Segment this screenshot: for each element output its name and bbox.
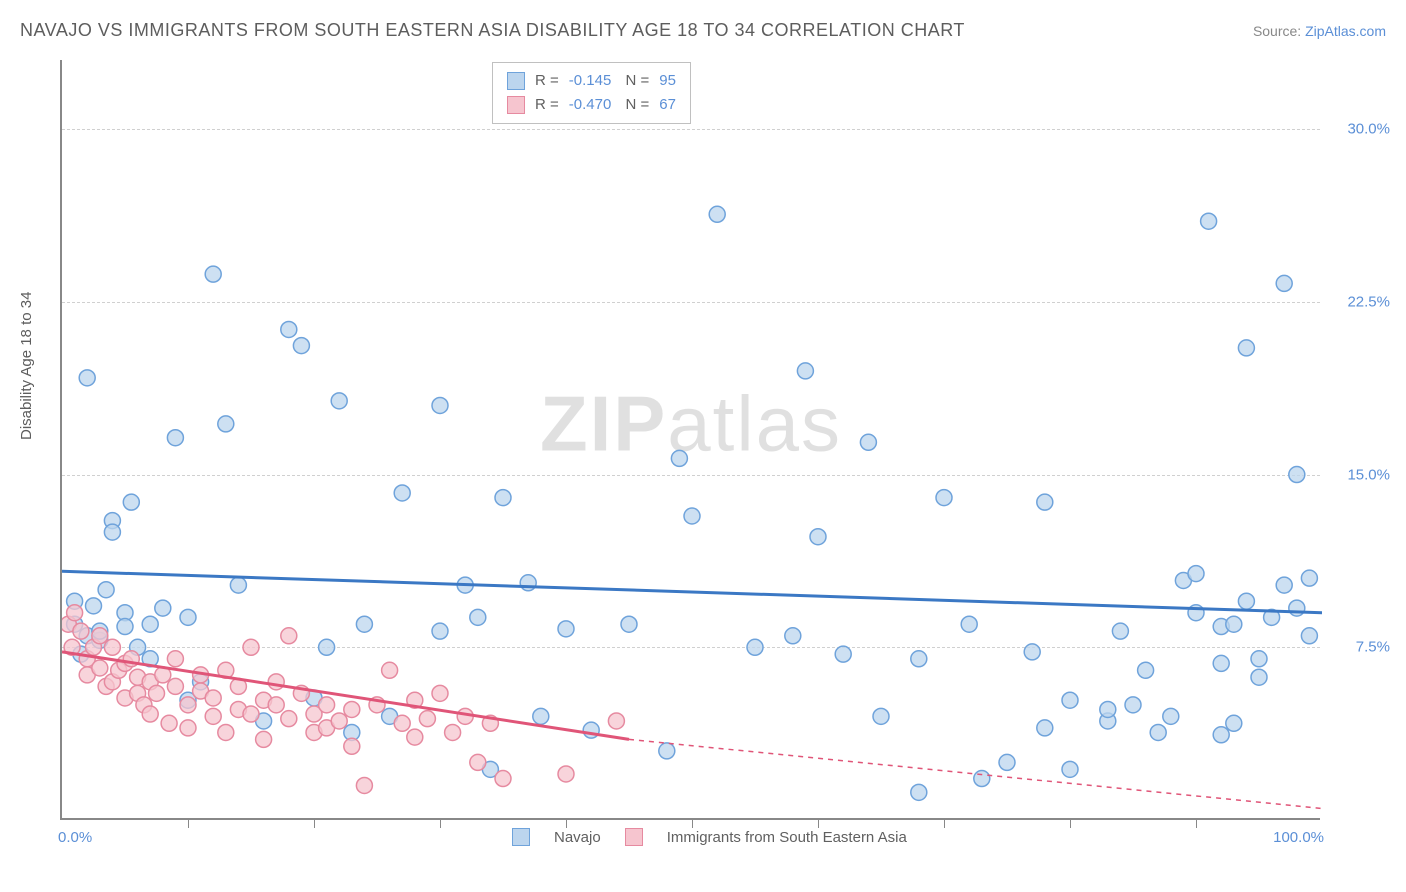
chart-title: NAVAJO VS IMMIGRANTS FROM SOUTH EASTERN …: [20, 20, 965, 41]
stat-r-1: -0.145: [569, 69, 612, 93]
y-tick-label: 15.0%: [1347, 466, 1390, 483]
stats-row-2: R = -0.470 N = 67: [507, 93, 676, 117]
source-prefix: Source:: [1253, 23, 1305, 39]
x-axis-min-label: 0.0%: [58, 829, 92, 846]
y-tick-label: 30.0%: [1347, 121, 1390, 138]
plot-area: ZIPatlas R = -0.145 N = 95 R = -0.470 N …: [60, 60, 1320, 820]
stat-r-label: R =: [535, 93, 559, 117]
legend-label-navajo: Navajo: [554, 829, 601, 846]
source-attribution: Source: ZipAtlas.com: [1253, 23, 1386, 39]
stats-row-1: R = -0.145 N = 95: [507, 69, 676, 93]
y-tick-label: 7.5%: [1356, 639, 1390, 656]
stat-r-label: R =: [535, 69, 559, 93]
stat-n-label: N =: [621, 69, 649, 93]
stat-n-label: N =: [621, 93, 649, 117]
title-bar: NAVAJO VS IMMIGRANTS FROM SOUTH EASTERN …: [20, 20, 1386, 41]
stat-r-2: -0.470: [569, 93, 612, 117]
bottom-legend: Navajo Immigrants from South Eastern Asi…: [512, 828, 907, 846]
source-link[interactable]: ZipAtlas.com: [1305, 23, 1386, 39]
y-axis-label: Disability Age 18 to 34: [18, 292, 35, 440]
stat-n-1: 95: [659, 69, 676, 93]
stat-n-2: 67: [659, 93, 676, 117]
stats-legend-box: R = -0.145 N = 95 R = -0.470 N = 67: [492, 62, 691, 124]
y-tick-label: 22.5%: [1347, 293, 1390, 310]
x-axis-max-label: 100.0%: [1273, 829, 1324, 846]
legend-label-immigrants: Immigrants from South Eastern Asia: [667, 829, 907, 846]
swatch-navajo: [507, 72, 525, 90]
legend-swatch-immigrants: [625, 828, 643, 846]
scatter-svg: [62, 60, 1322, 820]
legend-swatch-navajo: [512, 828, 530, 846]
swatch-immigrants: [507, 96, 525, 114]
